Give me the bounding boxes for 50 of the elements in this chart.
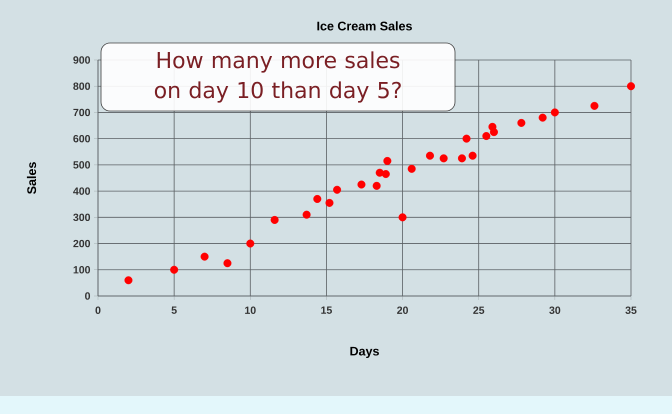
point [333, 186, 342, 194]
y-tick-label: 700 [73, 108, 90, 116]
y-tick-label: 900 [73, 56, 90, 64]
point [458, 154, 466, 162]
y-tick-label: 200 [73, 240, 90, 248]
point [270, 216, 279, 224]
point [626, 82, 635, 90]
point [468, 152, 477, 160]
y-tick-label: 100 [74, 266, 90, 274]
point [517, 118, 526, 127]
x-tick-label: 5 [172, 306, 177, 314]
point [538, 114, 547, 122]
x-tick-label: 30 [549, 306, 560, 314]
x-tick-label: 35 [625, 306, 637, 314]
x-tick-label: 25 [473, 306, 484, 314]
y-tick-label: 300 [73, 214, 90, 222]
y-tick-label: 800 [73, 82, 90, 90]
point [223, 259, 232, 268]
y-tick-label: 600 [73, 134, 90, 142]
point [170, 266, 178, 274]
point [462, 134, 471, 143]
point [372, 182, 381, 190]
point [398, 213, 407, 222]
x-tick-label: 10 [245, 306, 256, 314]
x-axis-title: Days [350, 346, 379, 358]
y-tick-label: 400 [73, 187, 90, 195]
point [357, 180, 366, 189]
x-tick-label: 20 [397, 306, 408, 314]
point [313, 194, 322, 203]
point [200, 252, 209, 261]
y-tick-label: 500 [73, 161, 90, 169]
y-axis-title: Sales [26, 162, 36, 194]
point [590, 102, 598, 110]
point [383, 156, 392, 165]
chart-title: Ice Cream Sales [317, 21, 412, 30]
point [325, 198, 334, 207]
point [426, 152, 434, 160]
x-tick-label: 15 [321, 306, 332, 314]
point [408, 164, 416, 173]
point [550, 108, 559, 116]
point [440, 154, 448, 162]
point [490, 128, 498, 136]
x-tick-label: 0 [95, 306, 100, 314]
y-tick-label: 0 [85, 292, 90, 300]
point [382, 170, 390, 178]
point [302, 210, 311, 219]
point [124, 276, 132, 284]
annotation: How many more sales on day 10 than day 5? [154, 51, 401, 103]
point [246, 240, 254, 248]
point [482, 132, 490, 140]
